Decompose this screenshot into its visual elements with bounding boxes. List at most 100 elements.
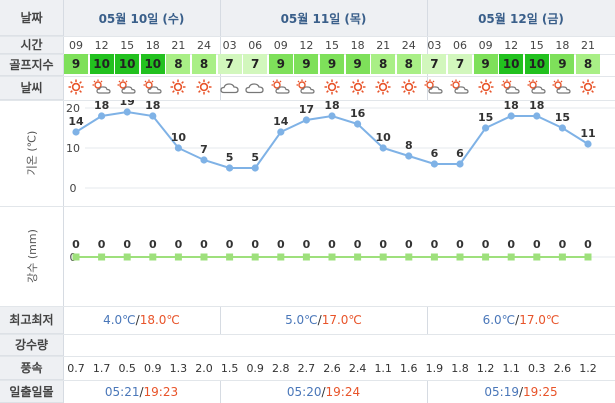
precipitation-data-label: 0	[175, 238, 183, 251]
temperature-point	[379, 144, 387, 152]
hour-cell: 09	[273, 38, 288, 52]
sunrise-time: 05:20	[286, 384, 322, 399]
day-header-3: 05월 12일 (금)	[478, 11, 564, 26]
golf-index-cell: 7	[217, 54, 242, 74]
slash: /	[139, 384, 144, 399]
temperature-point	[251, 164, 259, 172]
sun-icon	[474, 79, 498, 95]
temperature-data-label: 15	[555, 111, 570, 124]
golf-index-cell: 9	[320, 54, 344, 74]
y-tick-label: 20	[66, 102, 80, 115]
temperature-point	[533, 112, 541, 120]
wind-cell: 0.3	[528, 361, 546, 375]
temperature-point	[430, 160, 438, 168]
precipitation-data-label: 0	[354, 238, 362, 251]
precipitation-point	[123, 253, 131, 261]
sun-icon	[192, 79, 216, 95]
day-header-1: 05월 10일 (수)	[98, 11, 185, 26]
temperature-data-label: 18	[504, 100, 519, 112]
golf-index-cell: 8	[396, 54, 421, 74]
temperature-point	[558, 124, 566, 132]
sun-cloud-icon	[294, 79, 318, 95]
temperature-point	[405, 152, 413, 160]
hour-cell: 09	[478, 38, 493, 52]
precipitation-data-label: 0	[200, 238, 208, 251]
precipitation-point	[405, 253, 413, 261]
wind-cell: 0.5	[118, 361, 136, 375]
sunset-time: 19:24	[325, 384, 361, 399]
row-header-golf-index: 골프지수	[0, 54, 63, 76]
temperature-series-line	[75, 110, 589, 169]
precipitation-point	[558, 253, 566, 261]
precipitation-data-label: 0	[507, 238, 515, 251]
temperature-point	[584, 140, 592, 148]
temperature-data-label: 18	[94, 100, 109, 112]
precipitation-data-label: 0	[72, 238, 80, 251]
sun-cloud-icon	[499, 79, 523, 95]
temperature-data-label: 6	[456, 147, 464, 160]
rain-axis-title: 강수 (mm)	[25, 229, 39, 283]
row-divider	[0, 100, 615, 101]
wind-cell: 1.1	[502, 361, 520, 375]
temperature-data-label: 15	[478, 111, 493, 124]
precipitation-point	[584, 253, 592, 261]
row-header-sun: 일출일몰	[0, 380, 63, 403]
sun-icon	[346, 79, 370, 95]
row-divider	[0, 334, 615, 335]
temperature-point	[302, 116, 310, 124]
golf-index-cell: 9	[550, 54, 575, 74]
temperature-data-label: 18	[324, 100, 339, 112]
temp-axis-title: 기온 (℃)	[25, 130, 39, 176]
row-divider	[0, 36, 615, 37]
hour-cell: 21	[376, 38, 391, 52]
min-temp: 4.0℃	[103, 313, 136, 327]
temperature-data-label: 5	[226, 151, 234, 164]
sun-icon	[576, 79, 600, 95]
temperature-data-label: 17	[299, 103, 314, 116]
wind-cell: 1.3	[169, 361, 188, 375]
golf-index-cell: 9	[345, 54, 370, 74]
sun-cloud-icon	[525, 79, 549, 95]
golf-index-cell: 10	[524, 54, 549, 74]
wind-cell: 2.6	[553, 361, 572, 375]
precipitation-point	[533, 253, 541, 261]
temperature-point	[328, 112, 336, 120]
precipitation-point	[226, 253, 234, 261]
precipitation-data-label: 0	[328, 238, 336, 251]
precipitation-point	[251, 253, 259, 261]
sunrise-time: 05:19	[484, 384, 519, 399]
wind-cell: 2.0	[195, 361, 213, 375]
hour-cell: 18	[350, 38, 365, 52]
sun-day-3: 05:19/19:25	[427, 380, 615, 403]
temperature-point	[200, 156, 208, 164]
sun-icon	[64, 79, 88, 95]
sunset-time: 19:23	[143, 384, 179, 399]
temperature-point	[72, 128, 80, 136]
sun-cloud-icon	[448, 79, 472, 95]
sun-cloud-icon	[141, 79, 165, 95]
wind-cell: 1.1	[374, 361, 392, 375]
minmax-day-3: 6.0℃/17.0℃	[427, 306, 615, 334]
precipitation-point	[328, 253, 336, 261]
row-divider	[0, 356, 615, 357]
hour-cell: 24	[401, 38, 416, 52]
precipitation-data-label: 0	[226, 238, 234, 251]
day-divider	[220, 0, 221, 100]
temperature-data-label: 5	[251, 151, 259, 164]
y-tick-label: 0	[70, 182, 77, 195]
sun-icon	[397, 79, 421, 95]
golf-index-cell: 7	[422, 54, 447, 74]
wind-cell: 0.9	[246, 361, 264, 375]
temperature-data-label: 10	[376, 131, 392, 144]
day-divider	[220, 380, 221, 403]
sunset-time: 19:25	[523, 384, 558, 399]
sun-icon	[371, 79, 395, 95]
precipitation-point	[98, 253, 106, 261]
min-temp: 6.0℃	[482, 313, 516, 327]
day-divider	[427, 0, 428, 100]
wind-cell: 1.6	[400, 361, 418, 375]
row-header-precip: 강수량	[0, 334, 63, 356]
temperature-point	[482, 124, 490, 132]
precipitation-data-label: 0	[379, 238, 387, 251]
